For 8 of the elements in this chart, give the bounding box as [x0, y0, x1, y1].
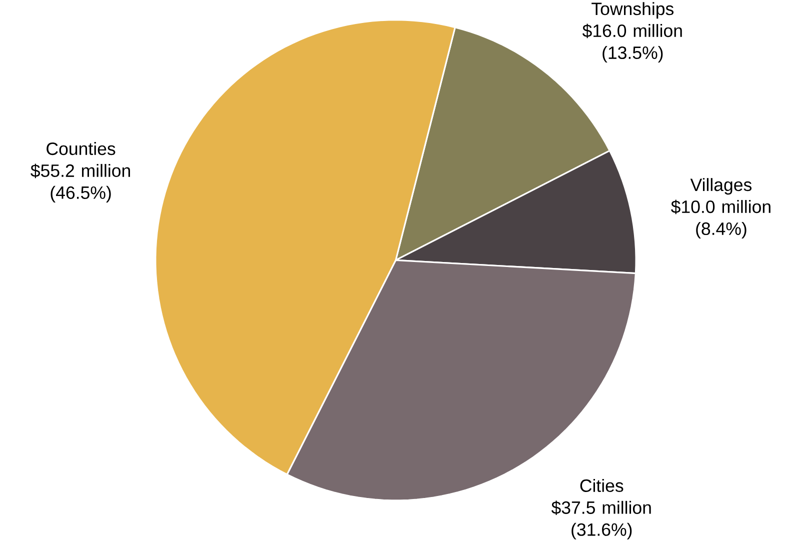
- slice-label: Cities: [580, 479, 624, 492]
- slice-label: Villages: [690, 178, 752, 195]
- slice-label: Counties: [46, 142, 116, 156]
- data-label: $55.2 million (46.5%): [30, 164, 130, 203]
- data-label: $16.0 million (13.5%): [582, 24, 682, 63]
- data-label: $37.5 million (31.6%): [551, 500, 651, 540]
- data-label: $10.0 million (8.4%): [671, 200, 770, 239]
- slice-label: Townships: [592, 2, 674, 19]
